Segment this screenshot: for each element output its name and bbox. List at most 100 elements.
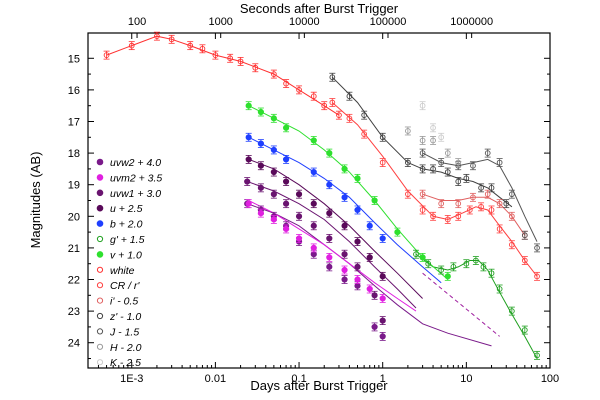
legend-marker <box>96 266 104 273</box>
data-point <box>379 333 386 340</box>
data-point <box>326 181 333 188</box>
data-point <box>326 149 333 157</box>
data-point <box>341 165 348 172</box>
data-point <box>295 235 303 242</box>
fit-line <box>331 102 538 277</box>
data-point <box>154 33 160 40</box>
data-point <box>488 270 495 277</box>
data-point <box>488 185 495 191</box>
data-point <box>503 200 510 207</box>
y-tick-label: 19 <box>68 180 80 192</box>
data-point <box>321 102 328 109</box>
data-point <box>478 203 484 210</box>
data-point <box>283 80 289 87</box>
legend-marker <box>96 343 104 350</box>
data-point <box>463 175 470 182</box>
data-point <box>199 45 206 52</box>
legend-marker <box>96 204 104 212</box>
data-point <box>480 264 487 270</box>
data-point <box>419 207 426 213</box>
x2-tick-label: 100 <box>128 16 146 28</box>
legend-label: K - 2.5 <box>110 357 141 369</box>
data-point <box>310 244 317 252</box>
data-point <box>425 260 432 267</box>
data-point <box>534 245 540 251</box>
data-point <box>326 210 333 217</box>
data-point <box>534 352 540 359</box>
legend-marker <box>96 251 104 258</box>
legend-label: CR / r' <box>110 280 140 292</box>
legend-label: b + 2.0 <box>110 219 143 231</box>
legend-label: z' - 1.0 <box>109 311 141 323</box>
legend-label: g' + 1.5 <box>110 234 145 246</box>
legend-marker <box>96 220 104 227</box>
data-point <box>346 93 353 100</box>
data-point <box>521 327 528 333</box>
legend-marker <box>96 174 104 181</box>
data-point <box>295 213 303 220</box>
data-point <box>450 264 457 270</box>
data-point <box>419 191 426 198</box>
x-tick-label: 0.1 <box>291 373 306 385</box>
data-point <box>341 266 348 274</box>
data-point <box>187 42 194 49</box>
data-point <box>310 137 317 144</box>
data-point <box>257 184 265 191</box>
data-point <box>257 108 265 116</box>
fit-line <box>248 136 442 284</box>
legend-marker <box>96 189 104 197</box>
data-point <box>326 263 333 270</box>
data-point <box>438 134 445 141</box>
data-point <box>484 191 491 198</box>
data-point <box>326 235 333 242</box>
legend-label: u + 2.5 <box>110 203 143 215</box>
data-points <box>103 31 541 360</box>
legend-marker <box>96 158 104 166</box>
fit-line <box>415 253 538 359</box>
legend-label: uvm2 + 3.5 <box>110 172 162 184</box>
data-point <box>212 52 219 58</box>
data-point <box>244 178 251 185</box>
x2-tick-label: 1000 <box>208 16 232 28</box>
data-point <box>282 178 290 185</box>
fit-line <box>247 203 492 347</box>
data-point <box>444 273 451 280</box>
data-point <box>463 260 470 267</box>
x-tick-label: 1E-3 <box>120 373 143 385</box>
data-point <box>326 254 333 261</box>
legend-marker <box>96 359 104 366</box>
data-point <box>419 166 426 172</box>
data-point <box>484 150 491 156</box>
y-axis: 15 16 17 18 19 20 21 22 23 24 <box>68 53 550 360</box>
x2-axis: 100 1000 10000 100000 1000000 <box>128 16 493 38</box>
data-point <box>227 55 233 62</box>
fit-line <box>248 105 449 280</box>
data-point <box>282 200 290 207</box>
legend-marker <box>96 235 104 243</box>
data-point <box>245 156 252 163</box>
data-point <box>444 216 451 223</box>
data-point <box>444 169 451 175</box>
legend-label: white <box>110 265 135 277</box>
data-point <box>336 112 342 119</box>
data-point <box>361 131 367 137</box>
data-point <box>455 159 462 166</box>
data-point <box>310 251 317 258</box>
data-point <box>245 102 252 109</box>
legend-marker <box>96 282 104 289</box>
data-point <box>413 251 419 258</box>
legend-label: J - 1.5 <box>109 326 139 338</box>
data-point <box>509 241 515 248</box>
data-point <box>237 58 244 65</box>
data-point <box>438 200 445 207</box>
x-axis: 1E-3 0.01 0.1 1 10 100 <box>87 33 559 385</box>
y-tick-label: 20 <box>68 211 80 223</box>
x2-tick-label: 1000000 <box>450 16 493 28</box>
data-point <box>257 140 265 147</box>
y-tick-label: 23 <box>68 306 80 318</box>
legend-label: uvw1 + 3.0 <box>110 188 161 200</box>
data-point <box>438 159 445 166</box>
data-point <box>509 191 515 198</box>
x2-tick-label: 10000 <box>289 16 320 28</box>
